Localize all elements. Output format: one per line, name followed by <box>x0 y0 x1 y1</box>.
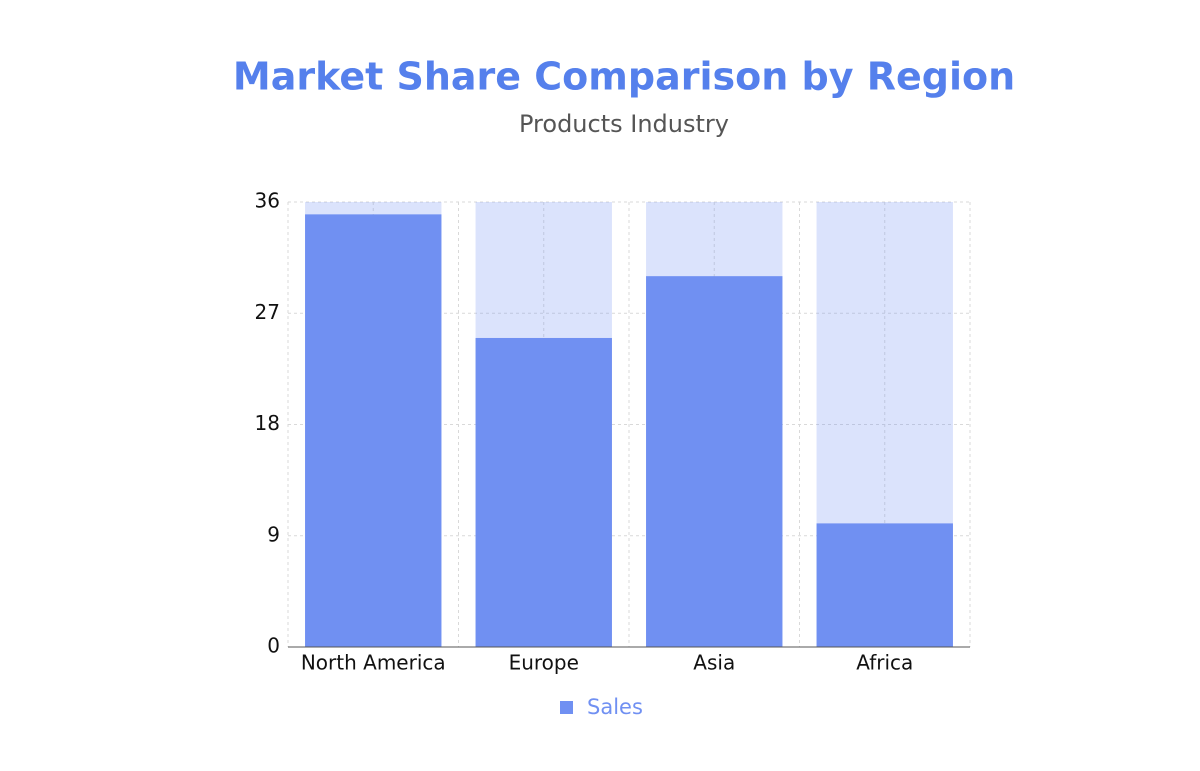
x-tick-label: Africa <box>856 651 913 675</box>
bar <box>475 337 612 647</box>
legend-swatch <box>560 701 573 714</box>
y-tick-label: 27 <box>255 300 280 324</box>
bar <box>646 276 783 647</box>
y-tick-label: 18 <box>255 411 280 435</box>
chart-subtitle: Products Industry <box>519 110 729 138</box>
y-tick-label: 0 <box>267 634 280 658</box>
y-tick-label: 36 <box>255 189 280 213</box>
bar <box>816 523 953 647</box>
y-tick-label: 9 <box>267 522 280 546</box>
chart-title: Market Share Comparison by Region <box>233 55 1015 99</box>
x-tick-label: Europe <box>509 651 579 675</box>
bar <box>305 214 442 647</box>
x-tick-label: Asia <box>693 651 735 675</box>
x-tick-label: North America <box>301 651 446 675</box>
legend-label: Sales <box>587 695 643 719</box>
